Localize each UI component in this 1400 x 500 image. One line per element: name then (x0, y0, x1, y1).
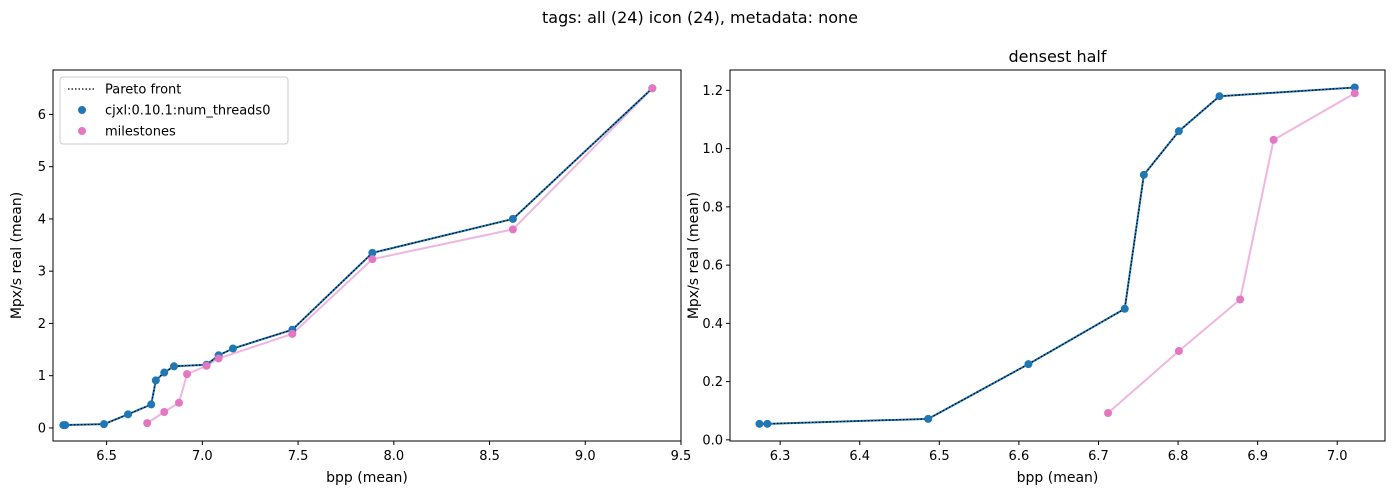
x-tick-label: 6.4 (849, 449, 870, 464)
pareto-front-line (63, 87, 653, 426)
series-point (1350, 83, 1359, 92)
plot-title: densest half (1008, 47, 1106, 66)
left-plot: 6.5 7.0 7.5 8.0 8.5 9.0 9.5 0 1 2 3 4 5 6 bpp (mean) Mp… (9, 69, 692, 486)
figure-suptitle: tags: all (24) icon (24), metadata: none (542, 8, 858, 27)
series-point (1139, 170, 1148, 179)
milestone-point (1174, 347, 1183, 356)
y-tick-label: 0.6 (702, 259, 723, 274)
x-tick-label: 6.6 (1009, 449, 1030, 464)
y-tick-label: 3 (38, 265, 46, 280)
milestone-point (1269, 135, 1278, 144)
milestones-line (146, 87, 653, 424)
x-tick-label: 7.5 (288, 449, 309, 464)
y-tick-label: 0.2 (702, 375, 723, 390)
series-point (1215, 92, 1224, 101)
x-tick-label: 8.5 (479, 449, 500, 464)
right-plot-densest-half: 6.3 6.4 6.5 6.6 6.7 6.8 6.9 7.0 0.0 0.2 0.4 0.6 0.8 1… (686, 47, 1386, 486)
milestone-point (214, 354, 223, 363)
series-point (147, 400, 156, 409)
milestone-point (143, 419, 152, 428)
plot-frame (52, 69, 682, 442)
series-point (124, 410, 133, 419)
x-tick-label: 9.0 (575, 449, 596, 464)
y-axis-label: Mpx/s real (mean) (686, 192, 702, 319)
x-axis-label: bpp (mean) (326, 470, 408, 486)
x-tick-label: 8.0 (383, 449, 404, 464)
x-tick-label: 9.5 (671, 449, 692, 464)
series-point (99, 420, 108, 429)
x-tick-label: 6.3 (770, 449, 791, 464)
milestone-point (648, 84, 657, 93)
x-tick-label: 6.5 (96, 449, 117, 464)
y-tick-label: 0.0 (702, 433, 723, 448)
series-point (61, 421, 70, 430)
x-tick-label: 6.8 (1168, 449, 1189, 464)
legend-label: Pareto front (105, 83, 181, 98)
legend-series-swatch (78, 106, 86, 114)
series-point (763, 419, 772, 428)
series-point (1120, 304, 1129, 313)
milestone-point (1104, 409, 1113, 418)
legend-label: milestones (105, 125, 176, 140)
y-tick-label: 2 (38, 317, 46, 332)
pareto-front-line (759, 86, 1355, 425)
milestone-point (202, 361, 211, 370)
series-line (759, 86, 1355, 425)
milestone-point (1350, 89, 1359, 98)
series-point (755, 419, 764, 428)
x-tick-label: 7.0 (192, 449, 213, 464)
legend-label: cjxl:0.10.1:num_threads0 (105, 104, 270, 119)
series-point (170, 362, 179, 371)
y-tick-label: 0.8 (702, 200, 723, 215)
legend: Pareto front cjxl:0.10.1:num_threads0mile… (59, 76, 289, 145)
series-point (1024, 360, 1033, 369)
y-tick-label: 1.2 (702, 84, 723, 99)
series-point (508, 214, 517, 223)
x-tick-label: 6.7 (1088, 449, 1109, 464)
milestone-point (174, 398, 183, 407)
y-tick-label: 5 (38, 160, 46, 175)
y-tick-label: 0 (38, 421, 46, 436)
plot-frame (729, 69, 1386, 442)
milestone-point (183, 370, 192, 379)
y-tick-label: 6 (38, 108, 46, 123)
series-point (160, 368, 169, 377)
plot-area (755, 83, 1359, 428)
y-axis-label: Mpx/s real (mean) (9, 192, 25, 319)
x-axis-label: bpp (mean) (1017, 470, 1099, 486)
y-tick-label: 0.4 (702, 317, 723, 332)
x-tick-label: 6.9 (1247, 449, 1268, 464)
y-tick-label: 1 (38, 369, 46, 384)
series-point (151, 376, 160, 385)
series-point (1174, 127, 1183, 136)
legend-milestones-swatch (78, 127, 86, 135)
milestone-point (508, 225, 517, 234)
milestone-point (1236, 295, 1245, 304)
y-tick-label: 4 (38, 212, 46, 227)
x-tick-label: 6.5 (929, 449, 950, 464)
series-point (924, 414, 933, 423)
series-point (228, 344, 237, 353)
milestone-point (368, 255, 377, 264)
x-tick-label: 7.0 (1327, 449, 1348, 464)
y-tick-label: 1.0 (702, 142, 723, 157)
milestone-point (288, 329, 297, 338)
legend-box (59, 76, 289, 145)
series-point (368, 248, 377, 257)
plot-area (59, 84, 657, 430)
milestone-point (160, 407, 169, 416)
milestones-line (1107, 92, 1356, 414)
